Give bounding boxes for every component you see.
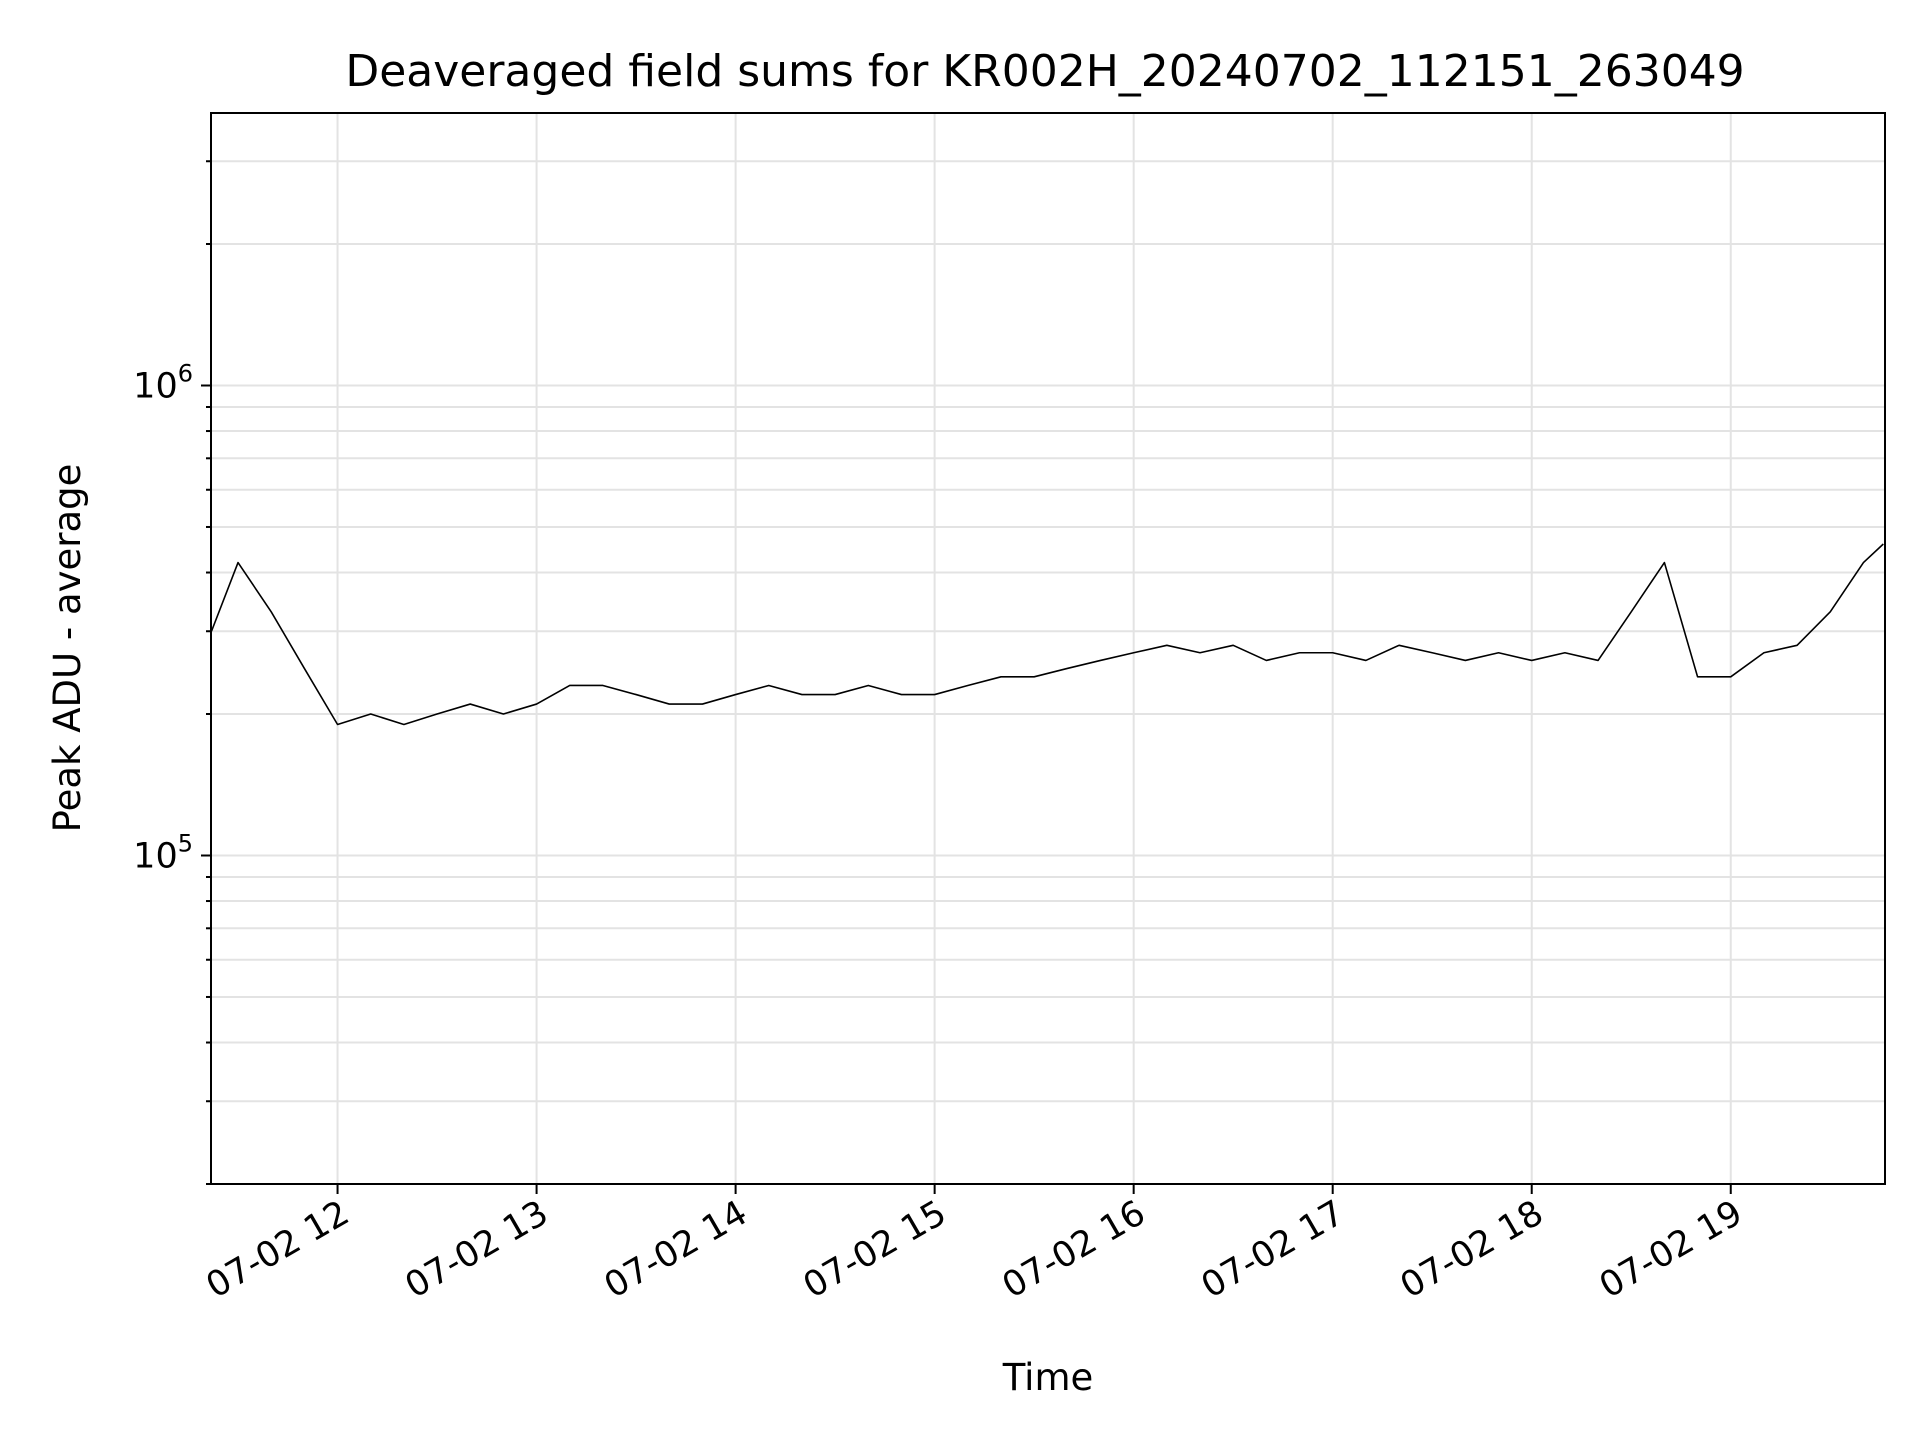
y-tick-label: 105 — [133, 829, 193, 876]
series-layer — [210, 543, 1884, 726]
chart-title: Deaveraged field sums for KR002H_2024070… — [345, 46, 1744, 97]
y-tick-exponent: 5 — [178, 829, 193, 857]
y-tick-base: 10 — [133, 366, 178, 406]
y-tick-label: 106 — [133, 359, 193, 406]
series-line — [210, 543, 1884, 726]
x-axis-label: Time — [1002, 1356, 1094, 1399]
y-axis-label: Peak ADU - average — [46, 464, 89, 833]
grid — [211, 113, 1885, 1185]
plot-frame — [210, 112, 1886, 1185]
y-tick-base: 10 — [133, 836, 178, 876]
y-tick-exponent: 6 — [178, 359, 193, 387]
